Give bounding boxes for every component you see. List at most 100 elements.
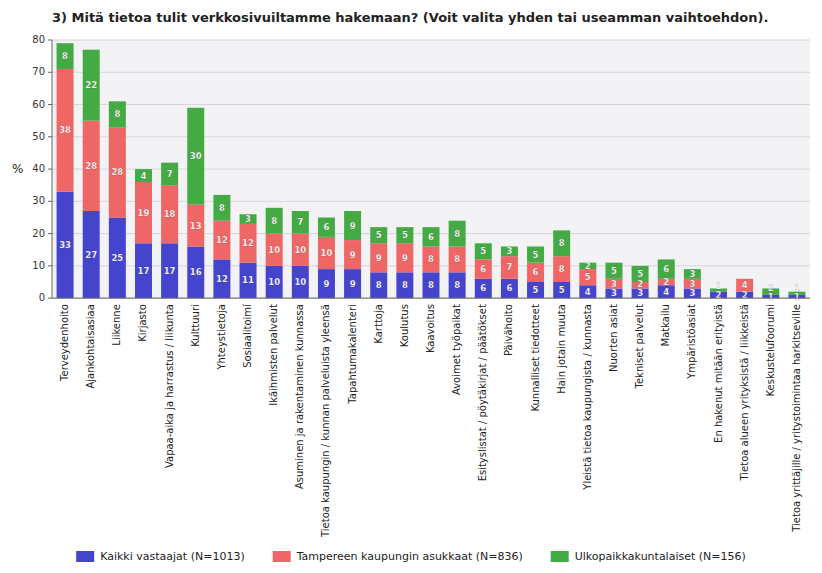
x-tick-label: Yhteystietoja [216, 304, 227, 370]
x-tick-label: Yleistä tietoa kaupungista / kunnasta [582, 304, 593, 491]
bar-segment [83, 211, 100, 298]
grid-line [52, 40, 810, 41]
data-label: 6 [480, 264, 486, 274]
legend-swatch [273, 551, 291, 562]
data-label: 3 [689, 288, 695, 298]
bar-segment [57, 43, 74, 69]
data-label: 6 [506, 283, 512, 293]
y-tick [48, 72, 52, 73]
data-label: 3 [689, 279, 695, 289]
data-label: 3 [611, 288, 617, 298]
bar-segment [266, 266, 283, 298]
data-label: 5 [611, 266, 617, 276]
y-tick [48, 201, 52, 202]
data-label: 2 [768, 283, 774, 293]
bar-segment [396, 243, 413, 272]
data-label: 5 [637, 269, 643, 279]
bar-segment [161, 163, 178, 186]
x-tick-label: Ikäihmisten palvelut [268, 304, 279, 406]
data-label: 28 [111, 167, 123, 177]
bar-segment [213, 195, 230, 221]
x-tick-label: Tietoa yrittäjille / yritystoimintaa har… [791, 304, 802, 533]
bar-segment [527, 282, 544, 298]
bar-segment [684, 288, 701, 298]
data-label: 9 [323, 279, 329, 289]
grid-line [52, 136, 810, 137]
data-label: 9 [350, 279, 356, 289]
y-axis-line [52, 40, 53, 298]
data-label: 7 [506, 262, 512, 272]
y-tick [48, 40, 52, 41]
bar-segment [135, 243, 152, 298]
x-tick-label: Asuminen ja rakentaminen kunnassa [294, 304, 305, 489]
data-label: 16 [190, 267, 202, 277]
data-label: 5 [559, 285, 565, 295]
y-tick [48, 233, 52, 234]
data-label: 5 [533, 285, 539, 295]
legend-label: Tampereen kaupungin asukkaat (N=836) [296, 550, 523, 563]
bar-segment [475, 243, 492, 259]
y-axis: 01020304050607080 [32, 34, 810, 303]
data-label: 19 [138, 208, 150, 218]
data-label: 3 [506, 246, 512, 256]
data-label: 4 [663, 287, 669, 297]
bar-segment [370, 243, 387, 272]
bar-segment [579, 285, 596, 298]
x-tick-label: Esityslistat / pöytäkirjat / päätökset [477, 304, 488, 481]
data-label: 8 [219, 203, 225, 213]
x-tick-label: Liikenne [111, 304, 122, 346]
y-tick-label: 30 [32, 195, 45, 206]
data-label: 12 [242, 238, 254, 248]
x-tick-label: Terveydenhoito [59, 304, 70, 382]
bar-segment [344, 240, 361, 269]
bar-segment [658, 285, 675, 298]
x-tick-label: Vapaa-aika ja harrastus / liikunta [164, 304, 175, 468]
data-label: 8 [559, 264, 565, 274]
y-tick [48, 169, 52, 170]
x-tick-label: Ajankohtaisasiaa [85, 304, 96, 388]
data-label: 8 [114, 109, 120, 119]
y-tick-label: 40 [32, 163, 45, 174]
x-tick-label: Hain jotain muuta [556, 304, 567, 394]
y-tick [48, 104, 52, 105]
bar-segment [187, 108, 204, 205]
y-axis-label: % [12, 162, 23, 176]
bar-segment [736, 278, 753, 279]
legend-swatch [76, 551, 94, 562]
bar-segment [109, 217, 126, 298]
y-tick-label: 50 [32, 131, 45, 142]
data-label: 5 [376, 230, 382, 240]
bar-segment [109, 127, 126, 217]
data-label: 2 [637, 279, 643, 289]
data-label: 4 [585, 287, 591, 297]
data-label: 28 [85, 161, 97, 171]
y-tick-label: 60 [32, 99, 45, 110]
data-label: 6 [533, 267, 539, 277]
bar-segment [605, 279, 622, 289]
data-labels: 3338827282225288171941718716133012128111… [59, 51, 800, 301]
data-label: 6 [663, 264, 669, 274]
data-label: 22 [85, 80, 97, 90]
bar-segment [475, 279, 492, 298]
data-label: 3 [689, 269, 695, 279]
bar-segment [449, 221, 466, 247]
x-tick-label: Kunnalliset tiedotteet [530, 304, 541, 411]
data-label: 1 [794, 283, 800, 293]
x-tick-label: Päivähoito [503, 304, 514, 356]
data-label: 17 [164, 266, 176, 276]
bar-segment [423, 272, 440, 298]
legend-item: Tampereen kaupungin asukkaat (N=836) [273, 550, 523, 563]
data-label: 8 [428, 254, 434, 264]
title: 3) Mitä tietoa tulit verkkosivuiltamme h… [52, 10, 768, 25]
bar-segment [292, 266, 309, 298]
bar-segment [161, 243, 178, 298]
data-label: 8 [376, 280, 382, 290]
bar-segment [266, 208, 283, 234]
x-tick-label: Nuorten asiat [608, 304, 619, 372]
bar-segment [318, 237, 335, 269]
data-label: 8 [402, 280, 408, 290]
y-tick-label: 0 [39, 292, 45, 303]
bar-segment [605, 288, 622, 298]
data-label: 8 [454, 280, 460, 290]
x-tick-label: En hakenut mitään erityistä [713, 304, 724, 443]
